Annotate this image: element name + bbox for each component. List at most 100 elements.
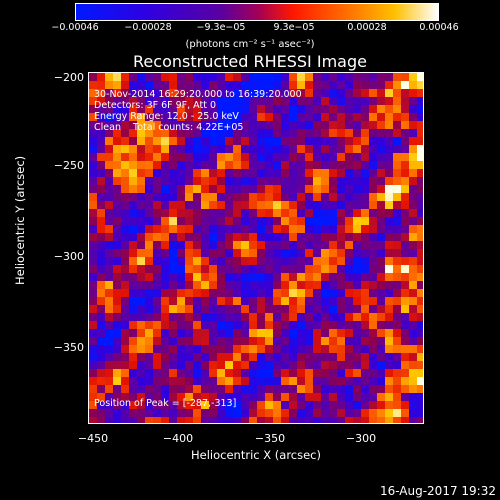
image-pixel <box>353 305 362 314</box>
image-pixel <box>369 377 378 386</box>
image-pixel <box>305 321 314 330</box>
image-pixel <box>361 337 370 346</box>
image-pixel <box>369 305 378 314</box>
image-pixel <box>353 89 362 98</box>
image-pixel <box>337 177 346 186</box>
image-pixel <box>89 329 98 338</box>
image-pixel <box>337 137 346 146</box>
image-pixel <box>377 233 386 242</box>
image-pixel <box>113 97 122 106</box>
image-pixel <box>89 153 98 162</box>
image-pixel <box>177 137 186 146</box>
image-pixel <box>193 97 202 106</box>
image-pixel <box>361 353 370 362</box>
image-pixel <box>225 249 234 258</box>
image-pixel <box>257 233 266 242</box>
image-pixel <box>361 97 370 106</box>
image-pixel <box>273 121 282 130</box>
image-pixel <box>113 257 122 266</box>
image-pixel <box>209 361 218 370</box>
image-pixel <box>273 385 282 394</box>
image-pixel <box>97 121 106 130</box>
image-pixel <box>97 417 106 423</box>
image-pixel <box>105 297 114 306</box>
image-pixel <box>97 329 106 338</box>
image-pixel <box>129 361 138 370</box>
image-pixel <box>169 193 178 202</box>
image-pixel <box>409 73 418 82</box>
image-pixel <box>217 169 226 178</box>
image-pixel <box>401 329 410 338</box>
image-pixel <box>337 73 346 82</box>
image-pixel <box>113 409 122 418</box>
image-pixel <box>153 265 162 274</box>
image-pixel <box>161 201 170 210</box>
image-pixel <box>289 409 298 418</box>
image-pixel <box>281 225 290 234</box>
image-pixel <box>153 121 162 130</box>
image-pixel <box>193 121 202 130</box>
image-pixel <box>369 201 378 210</box>
image-pixel <box>377 185 386 194</box>
image-pixel <box>265 377 274 386</box>
image-pixel <box>297 233 306 242</box>
image-pixel <box>217 329 226 338</box>
image-pixel <box>121 137 130 146</box>
image-pixel <box>361 289 370 298</box>
image-pixel <box>121 161 130 170</box>
image-pixel <box>337 121 346 130</box>
image-pixel <box>369 233 378 242</box>
image-pixel <box>193 297 202 306</box>
info-time-range: 30-Nov-2014 16:29:20.000 to 16:39:20.000 <box>94 89 302 100</box>
image-pixel <box>385 169 394 178</box>
image-pixel <box>137 97 146 106</box>
image-pixel <box>337 185 346 194</box>
image-pixel <box>393 345 402 354</box>
image-pixel <box>385 385 394 394</box>
image-pixel <box>145 329 154 338</box>
image-pixel <box>89 385 98 394</box>
image-pixel <box>337 313 346 322</box>
image-pixel <box>313 193 322 202</box>
image-pixel <box>169 129 178 138</box>
image-pixel <box>265 353 274 362</box>
image-pixel <box>153 321 162 330</box>
image-pixel <box>361 305 370 314</box>
image-pixel <box>249 177 258 186</box>
image-pixel <box>89 401 98 410</box>
image-pixel <box>297 385 306 394</box>
image-pixel <box>201 273 210 282</box>
image-pixel <box>137 161 146 170</box>
image-pixel <box>161 417 170 423</box>
image-pixel <box>369 217 378 226</box>
image-pixel <box>137 241 146 250</box>
image-pixel <box>257 401 266 410</box>
image-pixel <box>97 289 106 298</box>
image-pixel <box>233 81 242 90</box>
image-pixel <box>337 297 346 306</box>
image-pixel <box>305 401 314 410</box>
image-pixel <box>377 193 386 202</box>
image-pixel <box>353 289 362 298</box>
image-pixel <box>369 337 378 346</box>
image-pixel <box>249 257 258 266</box>
image-pixel <box>177 241 186 250</box>
image-pixel <box>377 225 386 234</box>
image-pixel <box>145 113 154 122</box>
image-pixel <box>137 137 146 146</box>
image-pixel <box>345 241 354 250</box>
image-pixel <box>129 257 138 266</box>
image-pixel <box>345 201 354 210</box>
image-pixel <box>369 113 378 122</box>
image-pixel <box>153 409 162 418</box>
image-pixel <box>353 393 362 402</box>
image-pixel <box>393 329 402 338</box>
image-pixel <box>257 265 266 274</box>
image-pixel <box>377 177 386 186</box>
image-pixel <box>393 265 402 274</box>
image-pixel <box>153 161 162 170</box>
image-pixel <box>233 217 242 226</box>
image-pixel <box>177 337 186 346</box>
image-pixel <box>233 105 242 114</box>
image-pixel <box>97 249 106 258</box>
